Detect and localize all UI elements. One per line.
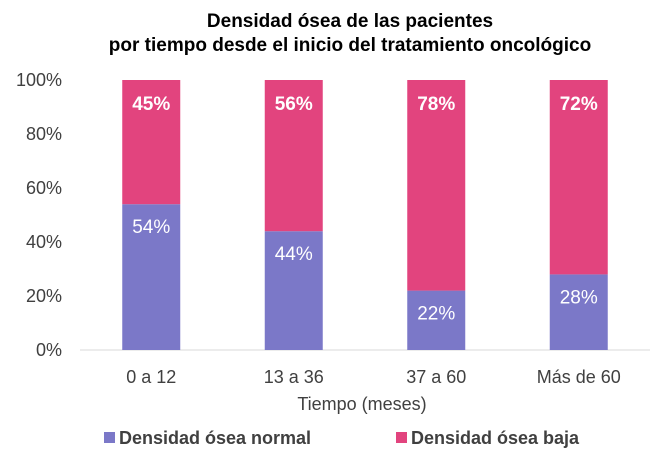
bar-segment-baja bbox=[264, 80, 323, 232]
legend-swatch-normal bbox=[104, 432, 115, 443]
data-label: 78% bbox=[417, 94, 455, 115]
data-label: 44% bbox=[275, 244, 313, 265]
data-label: 22% bbox=[417, 304, 455, 325]
y-tick-label: 40% bbox=[26, 232, 62, 252]
chart-title-line-1: Densidad ósea de las pacientes bbox=[207, 11, 493, 32]
y-tick-label: 80% bbox=[26, 124, 62, 144]
y-tick-label: 20% bbox=[26, 286, 62, 306]
data-label: 28% bbox=[560, 287, 598, 308]
plot-area: 0% 20% 40% 60% 80% 100% 54% 45% 0 a 12 44% 56% 13 a… bbox=[16, 70, 650, 387]
x-tick-label: Más de 60 bbox=[537, 367, 621, 387]
data-label: 56% bbox=[275, 94, 313, 115]
data-label: 45% bbox=[132, 94, 170, 115]
bar-segment-baja bbox=[122, 80, 181, 205]
bar-segment-baja bbox=[549, 80, 608, 275]
bar-segment-normal bbox=[122, 204, 181, 350]
bar-segment-normal bbox=[407, 290, 466, 350]
bar-segment-baja bbox=[407, 80, 466, 291]
legend-swatch-baja bbox=[396, 432, 407, 443]
y-tick-label: 100% bbox=[16, 70, 62, 90]
legend-label-normal: Densidad ósea normal bbox=[119, 428, 311, 448]
bar-segment-normal bbox=[549, 274, 608, 350]
bar-segment-normal bbox=[264, 231, 323, 350]
legend-label-baja: Densidad ósea baja bbox=[411, 428, 580, 448]
x-tick-label: 0 a 12 bbox=[126, 367, 176, 387]
y-tick-label: 60% bbox=[26, 178, 62, 198]
x-tick-label: 37 a 60 bbox=[406, 367, 466, 387]
data-label: 72% bbox=[560, 94, 598, 115]
legend: Densidad ósea normal Densidad ósea baja bbox=[104, 428, 580, 448]
x-axis-title: Tiempo (meses) bbox=[297, 394, 426, 414]
y-tick-label: 0% bbox=[36, 340, 62, 360]
chart-title-line-2: por tiempo desde el inicio del tratamien… bbox=[109, 35, 591, 56]
data-label: 54% bbox=[132, 217, 170, 238]
x-tick-label: 13 a 36 bbox=[264, 367, 324, 387]
